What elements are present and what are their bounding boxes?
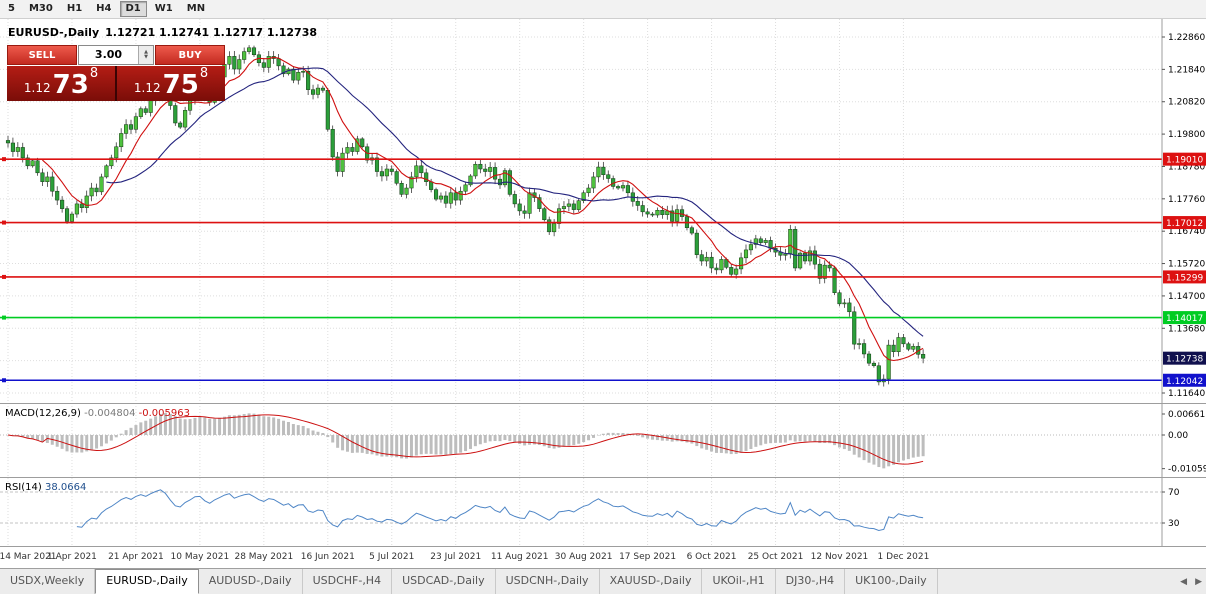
volume-input[interactable]: 3.00 ▲ ▼ bbox=[78, 45, 154, 65]
svg-text:0.006611: 0.006611 bbox=[1168, 410, 1206, 420]
svg-text:30: 30 bbox=[1168, 519, 1180, 529]
svg-text:1.14017: 1.14017 bbox=[1166, 314, 1203, 324]
svg-text:17 Sep 2021: 17 Sep 2021 bbox=[619, 552, 676, 562]
tab-usdcnh-daily[interactable]: USDCNH-,Daily bbox=[496, 569, 600, 594]
trade-prices-row: 1.12 73 8 1.12 75 8 bbox=[7, 66, 225, 101]
svg-text:1.19800: 1.19800 bbox=[1168, 130, 1205, 140]
tab-xauusd-daily[interactable]: XAUUSD-,Daily bbox=[600, 569, 703, 594]
timeframe-toolbar: 5 M30 H1 H4 D1 W1 MN bbox=[0, 0, 1206, 19]
svg-text:70: 70 bbox=[1168, 488, 1180, 498]
tab-audusd-daily[interactable]: AUDUSD-,Daily bbox=[199, 569, 303, 594]
spinner-up-icon[interactable]: ▲ bbox=[144, 49, 148, 55]
sell-price-display[interactable]: 1.12 73 8 bbox=[7, 66, 115, 101]
buy-button[interactable]: BUY bbox=[155, 45, 225, 65]
trade-controls-row: SELL 3.00 ▲ ▼ BUY bbox=[7, 45, 225, 65]
grid-lines bbox=[0, 19, 1162, 547]
svg-text:RSI(14) 38.0664: RSI(14) 38.0664 bbox=[5, 482, 86, 493]
buy-price-prefix: 1.12 bbox=[133, 81, 161, 95]
timeframe-button-mn[interactable]: MN bbox=[181, 1, 211, 17]
svg-text:14 Mar 2021: 14 Mar 2021 bbox=[0, 552, 57, 562]
chart-tabbar: USDX,Weekly EURUSD-,Daily AUDUSD-,Daily USD… bbox=[0, 568, 1206, 594]
tab-dj30-h4[interactable]: DJ30-,H4 bbox=[776, 569, 846, 594]
svg-text:6 Oct 2021: 6 Oct 2021 bbox=[687, 552, 737, 562]
timeframe-button-d1[interactable]: D1 bbox=[119, 1, 147, 17]
buy-price-pips: 75 bbox=[162, 70, 199, 101]
macd-histogram bbox=[6, 412, 925, 469]
tab-ukoil-h1[interactable]: UKOil-,H1 bbox=[702, 569, 776, 594]
timeframe-button-h4[interactable]: H4 bbox=[90, 1, 117, 17]
svg-text:28 May 2021: 28 May 2021 bbox=[234, 552, 293, 562]
svg-text:1.18780: 1.18780 bbox=[1168, 162, 1205, 172]
current-price-label: 1.12738 bbox=[1163, 351, 1206, 365]
tab-scroll-left-icon[interactable]: ◀ bbox=[1180, 577, 1188, 587]
timeframe-button-m30[interactable]: M30 bbox=[23, 1, 59, 17]
svg-text:1.15720: 1.15720 bbox=[1168, 260, 1205, 270]
svg-text:1.13680: 1.13680 bbox=[1168, 324, 1205, 334]
sell-price-pips: 73 bbox=[52, 70, 89, 101]
svg-text:1.15299: 1.15299 bbox=[1166, 273, 1203, 283]
buy-price-point: 8 bbox=[199, 66, 209, 81]
spinner-down-icon[interactable]: ▼ bbox=[144, 54, 148, 60]
tab-usdcad-daily[interactable]: USDCAD-,Daily bbox=[392, 569, 496, 594]
svg-text:30 Aug 2021: 30 Aug 2021 bbox=[555, 552, 613, 562]
svg-text:10 May 2021: 10 May 2021 bbox=[171, 552, 230, 562]
rsi-pane-label: RSI(14) 38.0664 bbox=[5, 482, 86, 493]
svg-text:1.16740: 1.16740 bbox=[1168, 227, 1205, 237]
tab-usdx-weekly[interactable]: USDX,Weekly bbox=[0, 569, 96, 594]
ma-slow-line bbox=[106, 67, 924, 337]
svg-text:11 Aug 2021: 11 Aug 2021 bbox=[491, 552, 549, 562]
volume-value: 3.00 bbox=[94, 48, 123, 61]
sell-price-point: 8 bbox=[89, 66, 99, 81]
tab-uk100-daily[interactable]: UK100-,Daily bbox=[845, 569, 938, 594]
svg-text:21 Apr 2021: 21 Apr 2021 bbox=[108, 552, 164, 562]
rsi-line bbox=[76, 489, 924, 532]
svg-text:23 Jul 2021: 23 Jul 2021 bbox=[430, 552, 481, 562]
chart-ohlc-values: 1.12721 1.12741 1.12717 1.12738 bbox=[105, 26, 318, 39]
timeframe-button-5[interactable]: 5 bbox=[2, 1, 21, 17]
volume-spinner[interactable]: ▲ ▼ bbox=[138, 46, 153, 64]
one-click-trading-panel: SELL 3.00 ▲ ▼ BUY 1.12 73 8 1.12 75 8 bbox=[7, 45, 225, 101]
price-axis: 1.22860 1.21840 1.20820 1.19800 1.18780 1.177… bbox=[1162, 33, 1206, 529]
svg-text:-0.010595: -0.010595 bbox=[1168, 465, 1206, 475]
price-chart: 1.22860 1.21840 1.20820 1.19800 1.18780 1.177… bbox=[0, 19, 1206, 568]
svg-text:1.12738: 1.12738 bbox=[1166, 355, 1203, 365]
svg-text:5 Jul 2021: 5 Jul 2021 bbox=[369, 552, 414, 562]
chart-window: 1.22860 1.21840 1.20820 1.19800 1.18780 1.177… bbox=[0, 19, 1206, 568]
svg-text:1.19010: 1.19010 bbox=[1166, 156, 1203, 166]
svg-text:1 Apr 2021: 1 Apr 2021 bbox=[47, 552, 97, 562]
svg-text:1.21840: 1.21840 bbox=[1168, 65, 1205, 75]
sell-price-prefix: 1.12 bbox=[23, 81, 51, 95]
svg-text:25 Oct 2021: 25 Oct 2021 bbox=[748, 552, 804, 562]
horizontal-level-lines[interactable] bbox=[0, 157, 1162, 383]
chart-background bbox=[0, 19, 1206, 568]
svg-text:12 Nov 2021: 12 Nov 2021 bbox=[811, 552, 869, 562]
chart-tabs: USDX,Weekly EURUSD-,Daily AUDUSD-,Daily USD… bbox=[0, 569, 938, 594]
macd-pane-label: MACD(12,26,9) -0.004804 -0.005963 bbox=[5, 408, 190, 419]
svg-text:1.22860: 1.22860 bbox=[1168, 33, 1205, 43]
svg-text:1.12042: 1.12042 bbox=[1166, 377, 1203, 387]
svg-text:1 Dec 2021: 1 Dec 2021 bbox=[878, 552, 930, 562]
svg-text:1.14700: 1.14700 bbox=[1168, 292, 1205, 302]
sell-button[interactable]: SELL bbox=[7, 45, 77, 65]
svg-text:1.17012: 1.17012 bbox=[1166, 219, 1203, 229]
tab-eurusd-daily[interactable]: EURUSD-,Daily bbox=[95, 569, 199, 594]
tab-scroll-controls: ◀ ▶ bbox=[1180, 569, 1202, 594]
pane-separators bbox=[0, 19, 1206, 547]
svg-text:1.20820: 1.20820 bbox=[1168, 98, 1205, 108]
tab-scroll-right-icon[interactable]: ▶ bbox=[1195, 577, 1202, 587]
svg-text:1.11640: 1.11640 bbox=[1168, 389, 1205, 399]
chart-symbol-period: EURUSD-,Daily bbox=[8, 26, 100, 39]
chart-title: EURUSD-,Daily 1.12721 1.12741 1.12717 1.1… bbox=[8, 26, 317, 39]
timeframe-button-h1[interactable]: H1 bbox=[61, 1, 88, 17]
svg-text:1.17760: 1.17760 bbox=[1168, 195, 1205, 205]
level-price-labels: 1.19010 1.17012 1.15299 1.14017 1.12042 bbox=[1163, 152, 1206, 387]
buy-price-display[interactable]: 1.12 75 8 bbox=[117, 66, 225, 101]
svg-text:MACD(12,26,9) -0.004804 -0.005: MACD(12,26,9) -0.004804 -0.005963 bbox=[5, 408, 190, 419]
svg-text:0.00: 0.00 bbox=[1168, 431, 1188, 441]
svg-text:16 Jun 2021: 16 Jun 2021 bbox=[301, 552, 355, 562]
tab-usdchf-h4[interactable]: USDCHF-,H4 bbox=[303, 569, 393, 594]
macd-signal-line bbox=[7, 414, 924, 465]
timeframe-button-w1[interactable]: W1 bbox=[149, 1, 179, 17]
